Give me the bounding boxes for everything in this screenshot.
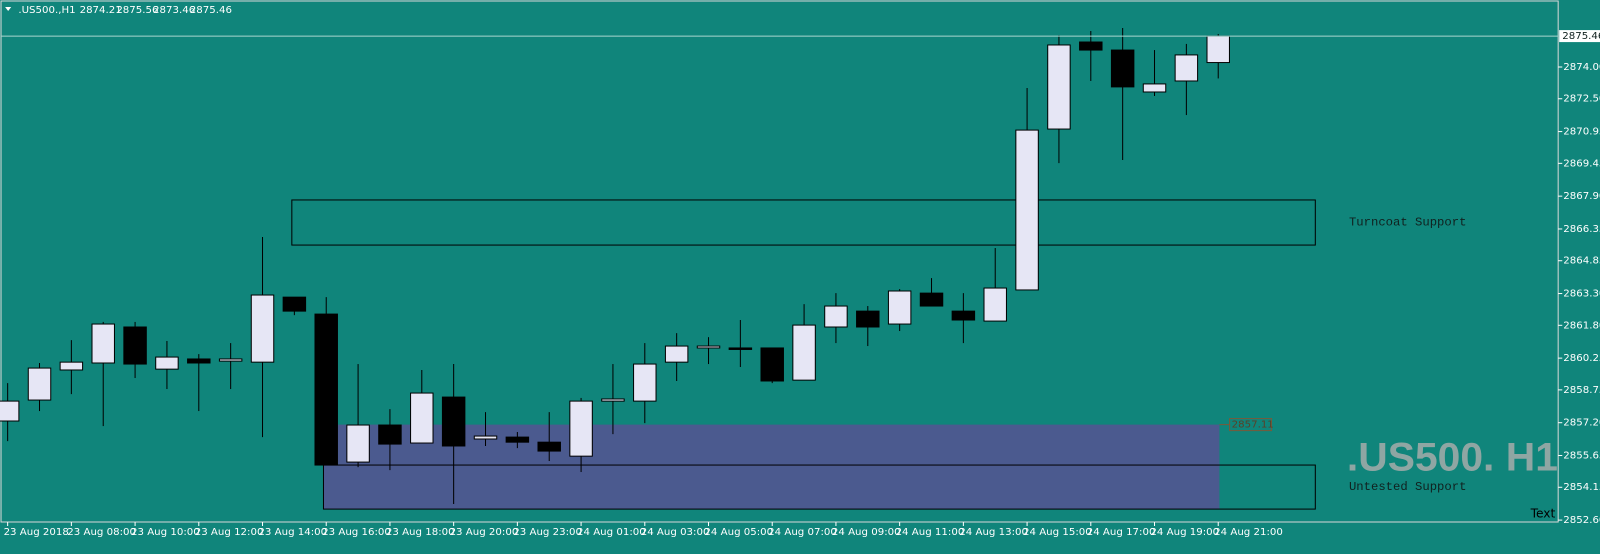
- x-tick-label: 24 Aug 03:00: [641, 527, 710, 538]
- candle-body: [155, 356, 179, 370]
- x-tick-label: 24 Aug 21:00: [1214, 527, 1283, 538]
- header-ohlc: 2875.46: [190, 5, 232, 16]
- watermark: .US500. H1: [1347, 434, 1558, 480]
- candle-body: [1015, 129, 1039, 291]
- candle-body: [919, 292, 944, 307]
- candle-body: [760, 347, 784, 382]
- header-ohlc: 2874.21: [80, 5, 122, 16]
- header-ohlc: 2873.46: [153, 5, 195, 16]
- candle-body: [1047, 44, 1071, 130]
- candle-body: [441, 396, 466, 447]
- y-tick-label: 2867.90: [1563, 191, 1600, 202]
- candle-body: [27, 367, 52, 401]
- support-zone: [291, 199, 1316, 246]
- x-tick-label: 24 Aug 15:00: [1023, 527, 1092, 538]
- x-tick-label: 23 Aug 14:00: [258, 527, 327, 538]
- x-tick-label: 23 Aug 20:00: [450, 527, 519, 538]
- x-tick-label: 24 Aug 01:00: [577, 527, 646, 538]
- candle-body: [59, 361, 84, 371]
- candle-body: [887, 290, 912, 325]
- candle-body: [696, 345, 721, 349]
- zone-label: Turncoat Support: [1349, 216, 1466, 230]
- x-tick-label: 23 Aug 08:00: [67, 527, 136, 538]
- y-tick-label: 2869.45: [1563, 158, 1600, 169]
- candle-body: [505, 436, 530, 443]
- candle-body: [1142, 83, 1167, 93]
- x-tick-label: 24 Aug 07:00: [768, 527, 837, 538]
- candle-body: [537, 441, 561, 452]
- candle-body: [410, 392, 434, 444]
- y-tick-label: 2872.50: [1563, 94, 1600, 105]
- y-tick-label: 2864.85: [1563, 256, 1600, 267]
- candle-body: [0, 400, 20, 422]
- x-tick-label: 23 Aug 23:00: [513, 527, 582, 538]
- corner-text: Text: [1530, 507, 1556, 521]
- y-tick-label: 2855.65: [1563, 451, 1600, 462]
- candle-body: [187, 358, 211, 364]
- y-tick-label: 2860.25: [1563, 353, 1600, 364]
- candle-body: [633, 363, 657, 402]
- support-zone: [322, 464, 1316, 510]
- y-tick-label: 2858.75: [1563, 385, 1600, 396]
- y-tick-label: 2863.30: [1563, 289, 1600, 300]
- x-tick-label: 23 Aug 18:00: [386, 527, 455, 538]
- candle-body: [951, 310, 976, 321]
- candle-body: [1079, 41, 1103, 51]
- current-price-label: 2875.46: [1562, 31, 1600, 42]
- candle-body: [856, 310, 880, 328]
- x-tick-label: 24 Aug 05:00: [704, 527, 773, 538]
- x-tick-label: 23 Aug 2018: [4, 527, 69, 538]
- candle-body: [664, 345, 689, 363]
- candle-body: [123, 326, 147, 365]
- y-tick-label: 2852.60: [1563, 515, 1600, 526]
- x-tick-label: 23 Aug 10:00: [131, 527, 200, 538]
- symbol: .US500.,H1: [18, 5, 75, 16]
- current-price-box: [1559, 30, 1600, 43]
- x-tick-label: 24 Aug 09:00: [832, 527, 901, 538]
- candle-body: [250, 294, 275, 363]
- x-tick-label: 24 Aug 13:00: [959, 527, 1028, 538]
- candle-body: [983, 287, 1007, 322]
- x-tick-label: 24 Aug 19:00: [1150, 527, 1219, 538]
- y-tick-label: 2861.80: [1563, 320, 1600, 331]
- x-tick-label: 23 Aug 16:00: [322, 527, 391, 538]
- candle-body: [1206, 35, 1230, 64]
- candle-body: [824, 305, 848, 328]
- plot-frame: [0, 0, 1559, 523]
- range-label-box: [1229, 418, 1272, 432]
- candle-body: [473, 435, 498, 440]
- candle-body: [346, 424, 370, 463]
- y-tick-label: 2857.20: [1563, 418, 1600, 429]
- candle-body: [314, 313, 338, 466]
- x-tick-label: 24 Aug 11:00: [896, 527, 965, 538]
- y-tick-label: 2854.15: [1563, 482, 1600, 493]
- candle-body: [792, 324, 816, 381]
- candle-body: [1110, 49, 1135, 88]
- y-tick-label: 2870.95: [1563, 127, 1600, 138]
- y-tick-label: 2866.35: [1563, 224, 1600, 235]
- price-range: [323, 424, 1220, 510]
- x-tick-label: 24 Aug 17:00: [1087, 527, 1156, 538]
- candle-body: [91, 323, 115, 364]
- candle-body: [378, 424, 402, 445]
- header-ohlc: 2875.56: [116, 5, 158, 16]
- candle-body: [728, 347, 753, 350]
- x-tick-label: 23 Aug 12:00: [195, 527, 264, 538]
- candle-body: [282, 296, 307, 312]
- range-label: 2857.11: [1232, 420, 1274, 431]
- candle-body: [569, 400, 593, 457]
- candle-body: [601, 398, 625, 402]
- candle-body: [218, 358, 243, 362]
- y-tick-label: 2874.00: [1563, 62, 1600, 73]
- zone-label: Untested Support: [1349, 480, 1466, 494]
- candle-body: [1174, 54, 1199, 82]
- menu-arrow[interactable]: [5, 7, 12, 11]
